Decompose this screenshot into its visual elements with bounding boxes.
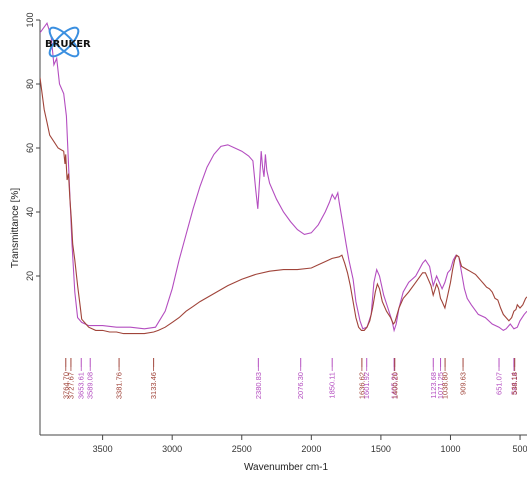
peak-label: 3727.67 — [66, 372, 75, 399]
x-tick-label: 3000 — [162, 444, 182, 454]
peak-label: 3133.46 — [149, 372, 158, 399]
spectrum-line-1 — [40, 22, 527, 333]
x-tick-label: 500 — [513, 444, 527, 454]
peak-label: 3381.76 — [115, 372, 124, 399]
peak-label: 651.07 — [495, 372, 504, 395]
peak-label: 1850.11 — [328, 372, 337, 399]
spectrum-line-2 — [40, 77, 527, 335]
logo-text: BRUKER — [45, 39, 91, 50]
y-tick-label: 20 — [25, 271, 35, 281]
spectrum-series — [40, 22, 527, 335]
peak-label: 1601.92 — [362, 372, 371, 399]
logo-orbit-right-icon — [48, 26, 80, 58]
chart-axes — [39, 20, 527, 436]
peak-label: 3589.08 — [86, 372, 95, 399]
peak-label: 1636.62 — [357, 372, 366, 399]
peak-label: 2380.83 — [254, 372, 263, 399]
logo-orbit-left-icon — [48, 26, 80, 58]
x-tick-label: 2000 — [301, 444, 321, 454]
peak-label: 544.14 — [509, 372, 518, 395]
y-axis-title: Transmittance [%] — [10, 188, 21, 268]
peak-label: 1071.25 — [436, 372, 445, 399]
peak-label: 3764.70 — [61, 372, 70, 399]
x-tick-label: 3500 — [93, 444, 113, 454]
peak-label: 1123.68 — [429, 372, 438, 399]
peak-label: 1405.21 — [390, 372, 399, 399]
peak-label: 3653.61 — [77, 372, 86, 399]
x-tick-label: 1500 — [371, 444, 391, 454]
x-tick-label: 2500 — [232, 444, 252, 454]
x-axis-ticks: 3500 3000 2500 2000 1500 1000 500 — [93, 435, 527, 454]
y-axis-ticks: 20 40 60 80 100 — [25, 12, 40, 281]
x-axis-title: Wavenumber cm-1 — [244, 462, 329, 473]
x-tick-label: 1000 — [440, 444, 460, 454]
peak-label: 909.63 — [459, 372, 468, 395]
bruker-logo: BRUKER — [45, 26, 91, 58]
peak-label: 1400.20 — [390, 372, 399, 399]
y-tick-label: 80 — [25, 79, 35, 89]
y-tick-label: 100 — [25, 12, 35, 27]
peak-label: 2076.30 — [296, 372, 305, 399]
y-tick-label: 60 — [25, 143, 35, 153]
y-tick-label: 40 — [25, 207, 35, 217]
peak-label: 1038.80 — [441, 372, 450, 399]
peak-label: 538.18 — [510, 372, 519, 395]
